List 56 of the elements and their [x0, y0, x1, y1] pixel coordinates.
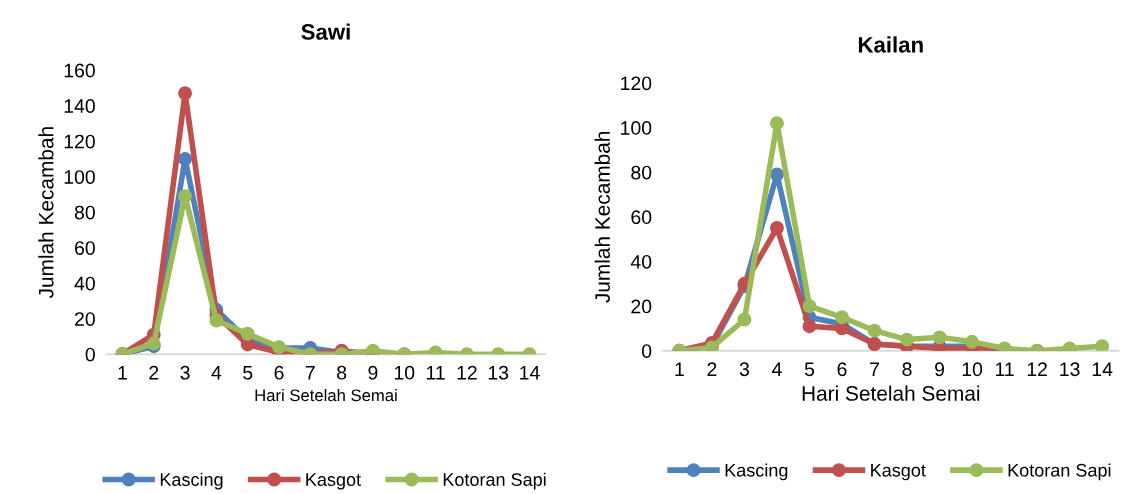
x-tick-label: 9 — [368, 365, 378, 380]
x-tick-label: 12 — [457, 365, 477, 380]
x-tick-label: 10 — [394, 365, 415, 380]
x-tick-label: 14 — [1092, 362, 1113, 376]
x-tick-label: 5 — [804, 362, 815, 377]
y-tick-label: 160 — [64, 63, 95, 78]
x-tick-label: 3 — [739, 362, 749, 377]
y-tick-label: 20 — [75, 312, 95, 326]
x-axis-title: Hari Setelah Semai — [802, 385, 980, 401]
y-tick-label: 40 — [630, 254, 652, 269]
x-axis-title: Hari Setelah Semai — [255, 388, 397, 402]
x-tick-label: 8 — [902, 362, 912, 377]
legend-label: Kasgot — [306, 473, 361, 490]
y-axis-title: Jumlah Kecambah — [38, 127, 54, 299]
y-tick-label: 140 — [64, 99, 95, 113]
x-tick-label: 1 — [118, 366, 127, 380]
x-tick-label: 13 — [488, 365, 509, 380]
legend-label: Kasgot — [871, 464, 926, 481]
x-tick-label: 9 — [935, 362, 945, 377]
x-tick-label: 11 — [995, 362, 1014, 376]
x-tick-label: 1 — [675, 362, 684, 376]
y-tick-label: 40 — [74, 276, 95, 291]
y-tick-label: 100 — [64, 170, 95, 184]
x-tick-label: 10 — [962, 362, 983, 377]
legend-label: Kascing — [725, 463, 788, 481]
x-tick-label: 11 — [426, 366, 445, 380]
x-tick-label: 4 — [211, 366, 222, 380]
y-tick-label: 60 — [75, 241, 95, 255]
x-tick-label: 8 — [337, 365, 347, 380]
y-axis-title: Jumlah Kecambah — [594, 131, 610, 303]
y-tick-label: 0 — [85, 347, 95, 362]
y-tick-label: 60 — [631, 210, 652, 225]
x-tick-label: 4 — [772, 362, 782, 376]
legend-label: Kotoran Sapi — [443, 472, 546, 490]
x-tick-label: 7 — [870, 362, 879, 376]
y-tick-label: 120 — [64, 134, 95, 149]
y-tick-label: 120 — [621, 76, 652, 91]
x-tick-label: 2 — [149, 365, 159, 380]
y-tick-label: 80 — [631, 165, 652, 180]
y-tick-label: 0 — [642, 344, 652, 358]
legend-label: Kascing — [160, 472, 223, 490]
x-tick-label: 7 — [305, 366, 315, 380]
x-tick-label: 13 — [1060, 362, 1080, 377]
y-tick-label: 100 — [621, 121, 652, 135]
x-tick-label: 12 — [1027, 362, 1047, 376]
chart-title: Sawi — [301, 23, 350, 40]
x-tick-label: 5 — [243, 366, 253, 380]
x-tick-label: 6 — [274, 365, 284, 380]
y-tick-label: 80 — [74, 205, 95, 220]
x-tick-label: 6 — [837, 362, 847, 377]
x-tick-label: 14 — [520, 366, 540, 380]
x-tick-label: 2 — [707, 362, 717, 376]
legend-label: Kotoran Sapi — [1008, 463, 1111, 481]
x-tick-label: 3 — [180, 365, 190, 380]
chart-title: Kailan — [858, 36, 923, 53]
y-tick-label: 20 — [631, 299, 652, 314]
